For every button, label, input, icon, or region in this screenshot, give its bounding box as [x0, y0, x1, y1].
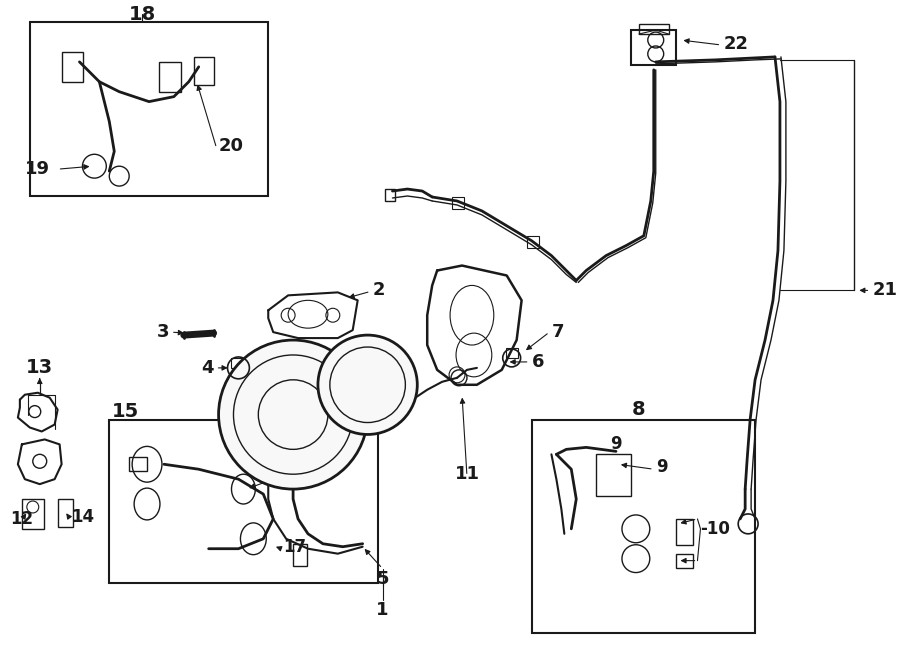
Bar — [676, 519, 694, 545]
Bar — [159, 62, 181, 92]
Bar — [61, 52, 84, 82]
Bar — [30, 22, 268, 196]
Text: 21: 21 — [872, 282, 897, 299]
Bar — [639, 24, 669, 34]
Text: 20: 20 — [219, 137, 244, 155]
Text: 18: 18 — [129, 5, 156, 24]
Text: 9: 9 — [656, 458, 668, 476]
Bar — [231, 358, 246, 368]
Text: 8: 8 — [632, 400, 645, 419]
Bar — [532, 420, 755, 633]
Text: 16: 16 — [284, 465, 306, 483]
Text: 17: 17 — [284, 538, 306, 556]
Text: 1: 1 — [376, 602, 389, 619]
Bar — [676, 554, 694, 568]
Bar — [385, 189, 395, 201]
Text: 11: 11 — [454, 465, 480, 483]
Text: 12: 12 — [10, 510, 33, 528]
Text: 15: 15 — [112, 402, 140, 421]
Text: 19: 19 — [24, 160, 50, 178]
Bar — [58, 499, 73, 527]
Bar — [631, 30, 676, 65]
Text: 22: 22 — [724, 35, 748, 53]
Text: 6: 6 — [532, 353, 544, 371]
Bar — [596, 454, 631, 496]
Text: 5: 5 — [376, 570, 389, 588]
Text: -10: -10 — [700, 520, 730, 538]
Text: 13: 13 — [26, 358, 53, 377]
Text: 4: 4 — [201, 359, 213, 377]
Text: 14: 14 — [71, 508, 94, 526]
Bar — [526, 236, 538, 248]
Circle shape — [318, 335, 418, 434]
Text: 9: 9 — [610, 436, 622, 453]
Circle shape — [219, 340, 367, 489]
Bar — [293, 544, 307, 566]
Bar — [452, 197, 464, 209]
Bar — [109, 420, 377, 584]
Bar — [22, 499, 44, 529]
Bar — [130, 457, 147, 471]
Text: 2: 2 — [373, 282, 385, 299]
Text: 3: 3 — [157, 323, 169, 341]
Text: 7: 7 — [552, 323, 564, 341]
Bar — [506, 348, 518, 358]
Bar — [194, 57, 213, 85]
